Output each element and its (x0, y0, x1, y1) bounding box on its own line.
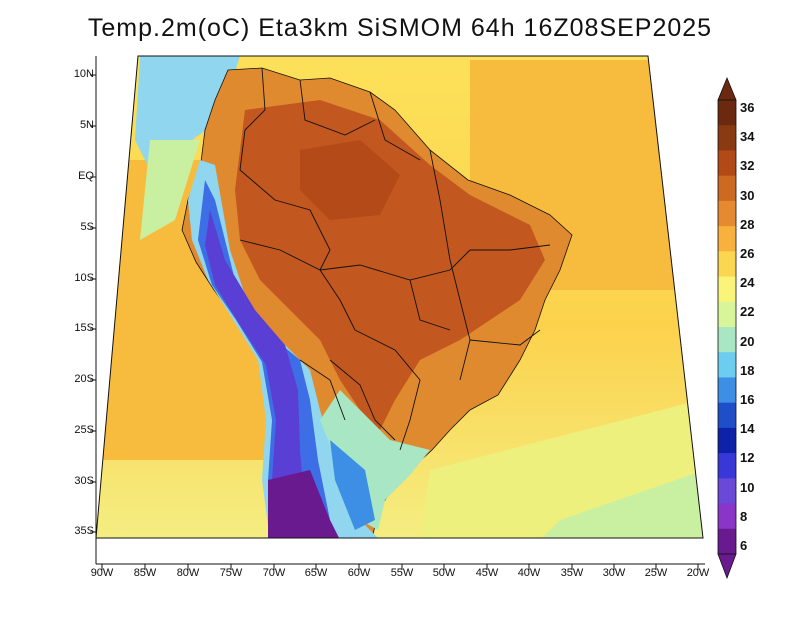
lat-label-20s: 20S (74, 373, 94, 385)
colorbar-label: 8 (740, 508, 748, 524)
southern-cone-mild (320, 390, 430, 530)
colorbar-segment (718, 352, 736, 378)
colorbar-segment (718, 377, 736, 404)
lon-ticks (101, 564, 699, 570)
lon-label-25w: 25W (644, 567, 668, 579)
lon-label-80w: 80W (176, 567, 200, 579)
lat-label-10n: 10N (73, 68, 94, 80)
lon-label-30w: 30W (602, 567, 626, 579)
colorbar-label: 30 (740, 187, 755, 203)
pampas-cool (330, 440, 375, 530)
colorbar-label: 16 (740, 392, 755, 407)
colorbar-segment (718, 402, 736, 429)
lon-label-55w: 55W (390, 567, 414, 579)
colorbar-segment (718, 200, 736, 227)
lon-label-90w: 90W (90, 567, 114, 579)
lat-label-30s: 30S (74, 475, 94, 487)
colorbar-segment (718, 226, 736, 252)
lat-ticks (90, 74, 96, 533)
pacific-mild-north (140, 140, 200, 240)
colorbar-segment (718, 150, 736, 177)
colorbar-label: 32 (740, 158, 755, 174)
lon-label-85w: 85W (133, 567, 157, 579)
lon-label-75w: 75W (219, 567, 243, 579)
lat-label-15s: 15S (74, 322, 94, 334)
colorbar-segment (718, 327, 736, 353)
country-borders (239, 67, 551, 451)
lon-label-35w: 35W (560, 567, 584, 579)
colorbar-label: 20 (740, 333, 755, 349)
patagonia-coldest (268, 470, 340, 538)
colorbar-segment (718, 503, 736, 530)
domain-outline (95, 55, 704, 539)
lon-label-70w: 70W (262, 567, 286, 579)
lon-label-20w: 20W (686, 567, 710, 579)
lat-label-eq: EQ (78, 170, 94, 182)
colorbar-segment (718, 478, 736, 505)
lat-label-25s: 25S (74, 424, 94, 436)
lon-label-45w: 45W (475, 567, 499, 579)
colorbar-label: 28 (740, 216, 755, 232)
colorbar-label: 26 (740, 246, 755, 261)
lat-label-35s: 35S (74, 525, 94, 537)
lon-label-40w: 40W (517, 567, 541, 579)
colorbar-segment (718, 251, 736, 278)
south-atlantic-cold (540, 470, 703, 538)
colorbar (717, 76, 737, 580)
lon-label-50w: 50W (432, 567, 456, 579)
colorbar-label: 24 (740, 275, 755, 291)
lat-label-5n: 5N (79, 119, 94, 131)
andes-coldest (205, 210, 320, 538)
colorbar-segment (718, 125, 736, 151)
colorbar-label: 14 (740, 421, 755, 437)
colorbar-label: 6 (740, 538, 748, 553)
colorbar-segment (718, 175, 736, 202)
colorbar-segment (718, 528, 736, 555)
map-title: Temp.2m(oC) Eta3km SiSMOM 64h 16Z08SEP20… (87, 14, 713, 42)
lat-label-5s: 5S (80, 221, 94, 233)
lon-label-65w: 65W (304, 567, 328, 579)
lat-label-10s: 10S (74, 272, 94, 284)
colorbar-label: 34 (740, 129, 755, 145)
colorbar-segment (718, 301, 736, 328)
colorbar-label: 36 (740, 100, 755, 115)
colorbar-top-arrow (717, 76, 737, 101)
colorbar-segment (718, 453, 736, 479)
colorbar-bottom-arrow (717, 553, 737, 580)
colorbar-label: 22 (740, 304, 755, 320)
colorbar-label: 12 (740, 450, 755, 466)
hot-core (300, 140, 400, 220)
temperature-field (96, 56, 703, 538)
colorbar-segment (718, 276, 736, 303)
colorbar-segment (718, 100, 736, 126)
lon-label-60w: 60W (347, 567, 371, 579)
colorbar-label: 18 (740, 362, 755, 378)
colorbar-label: 10 (740, 479, 755, 495)
colorbar-segment (718, 427, 736, 454)
